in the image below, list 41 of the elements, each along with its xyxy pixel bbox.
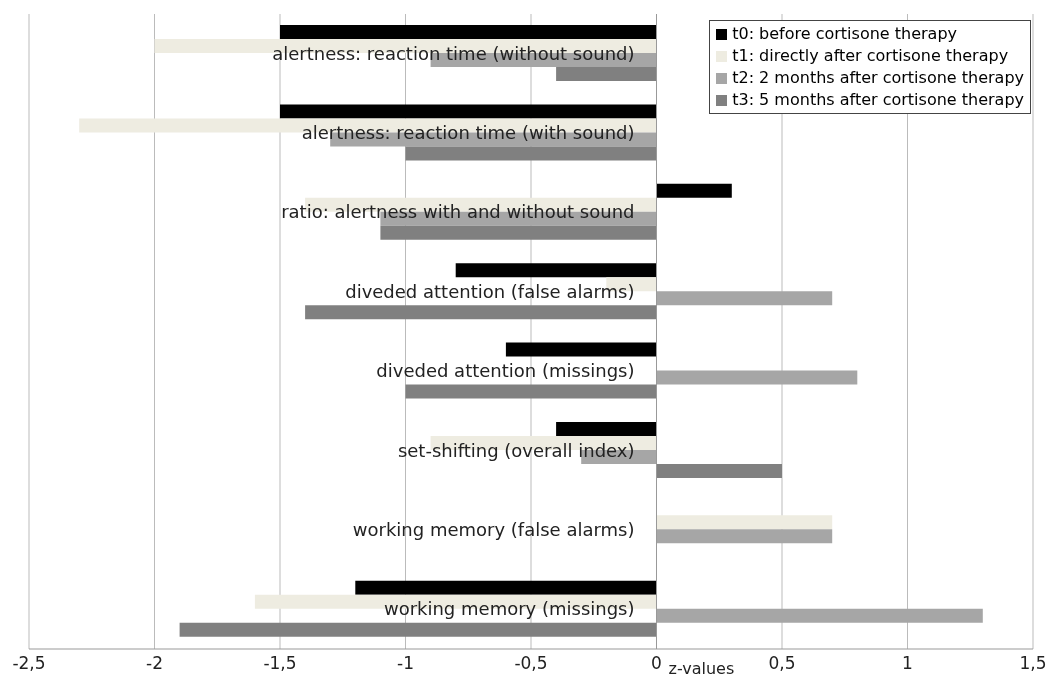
x-tick-label: 0 — [651, 653, 662, 674]
bar — [280, 25, 657, 40]
x-tick-label: -2,5 — [12, 653, 46, 674]
x-tick-label: -2 — [146, 653, 163, 674]
bar — [405, 146, 657, 161]
y-tick-label: working memory (missings) — [383, 598, 635, 620]
y-tick-label: alertness: reaction time (with sound) — [301, 122, 635, 144]
bar — [355, 580, 657, 595]
bar — [380, 225, 657, 240]
x-tick-label: -0,5 — [514, 653, 548, 674]
x-tick-label: -1 — [397, 653, 414, 674]
legend-label: t0: before cortisone therapy — [732, 23, 958, 45]
bar — [656, 463, 782, 478]
y-tick-label: working memory (false alarms) — [352, 518, 635, 540]
legend-label: t1: directly after cortisone therapy — [732, 45, 1009, 67]
x-tick-label: 0,5 — [768, 653, 796, 674]
x-tick-label: 1,5 — [1019, 653, 1047, 674]
legend-label: t2: 2 months after cortisone therapy — [732, 67, 1024, 89]
bar — [556, 421, 657, 436]
bar — [280, 104, 657, 119]
bar — [656, 608, 983, 623]
legend-label: t3: 5 months after cortisone therapy — [732, 89, 1024, 111]
bar — [505, 342, 657, 357]
y-tick-label: diveded attention (missings) — [376, 360, 635, 382]
bar — [305, 305, 657, 320]
x-tick-label: -1,5 — [263, 653, 297, 674]
x-tick-label: 1 — [902, 653, 913, 674]
y-tick-label: ratio: alertness with and without sound — [281, 201, 635, 223]
bar — [656, 529, 833, 544]
y-tick-label: diveded attention (false alarms) — [345, 280, 635, 302]
x-axis-title: z-values — [668, 659, 735, 678]
bar — [656, 291, 833, 306]
bar — [656, 515, 833, 530]
bar — [656, 183, 732, 198]
y-tick-label: alertness: reaction time (without sound) — [272, 42, 635, 64]
bar — [179, 622, 657, 637]
y-tick-label: set-shifting (overall index) — [397, 439, 635, 461]
bar — [405, 384, 657, 399]
bar — [455, 263, 657, 278]
bar — [656, 370, 858, 385]
bar — [556, 67, 657, 82]
